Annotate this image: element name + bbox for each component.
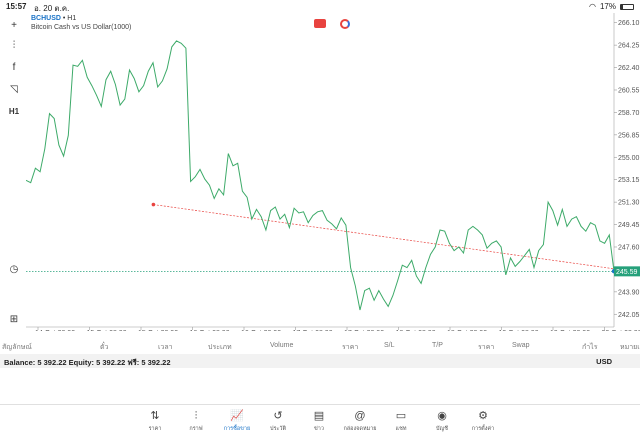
news-icon: ▤ xyxy=(313,410,325,422)
price-tick-label: 253.15 xyxy=(618,177,640,184)
chart-symbol: BCHUSD • H1 xyxy=(31,15,76,22)
chart-area[interactable]: BCHUSD • H1 Bitcoin Cash vs US Dollar(10… xyxy=(26,13,640,331)
time-tick-label: 15 Oct 20:00 xyxy=(138,330,178,331)
nav-accounts[interactable]: ◉ บัญชี xyxy=(425,409,459,433)
column-header[interactable]: ตั๋ว xyxy=(100,344,109,351)
column-header[interactable]: ราคา xyxy=(342,344,359,351)
price-tick-label: 262.40 xyxy=(618,65,640,72)
price-tick-label: 260.55 xyxy=(618,87,640,94)
time-tick-label: 17 Oct 08:00 xyxy=(293,330,333,331)
column-header[interactable]: สัญลักษณ์ xyxy=(2,344,32,351)
status-right: ◠ 17% xyxy=(589,2,634,11)
nav-label: บัญชี xyxy=(436,426,448,432)
trade-table-header: สัญลักษณ์ ตั๋ว เวลา ประเภท Volume ราคา S/L T/P ร… xyxy=(0,342,640,354)
battery-icon xyxy=(620,3,634,10)
time-tick-label: 17 Oct 20:00 xyxy=(344,330,384,331)
nav-label: แชท xyxy=(395,426,407,432)
balance-currency: USD xyxy=(596,357,612,366)
trade-icon: 📈 xyxy=(230,410,244,422)
wifi-icon: ◠ xyxy=(589,2,596,11)
nav-label: กราฟ xyxy=(189,426,203,432)
indicator-icon[interactable]: f xyxy=(12,61,16,73)
nav-label: การตั้งค่า xyxy=(471,426,495,432)
column-header[interactable]: กำไร xyxy=(582,344,598,351)
column-header[interactable]: เวลา xyxy=(158,344,173,351)
price-tick-label: 247.60 xyxy=(618,244,640,251)
history-icon: ↺ xyxy=(273,410,283,422)
time-tick-label: 20 Oct 08:00 xyxy=(602,330,640,331)
nav-chat[interactable]: ▭ แชท xyxy=(384,409,418,433)
price-tick-label: 255.00 xyxy=(618,155,640,162)
time-tick-label: 16 Oct 20:00 xyxy=(241,330,281,331)
nav-history[interactable]: ↺ ประวัติ xyxy=(261,409,295,433)
price-tick-label: 258.70 xyxy=(618,110,640,117)
chart-badges xyxy=(314,19,350,29)
time-tick-label: 16 Oct 08:00 xyxy=(190,330,230,331)
nav-label: ข่าว xyxy=(314,426,324,432)
time-tick-label: 14 Oct 20:00 xyxy=(35,330,75,331)
nav-label: กล่องจดหมาย xyxy=(343,426,377,432)
time-tick-label: 19 Oct 08:00 xyxy=(499,330,539,331)
chart-toolbar: + ⫶ f ◹ H1 ◷ ⊞ xyxy=(0,13,26,331)
trendline-start-handle[interactable] xyxy=(151,202,156,207)
nav-quotes[interactable]: ⇅ ราคา xyxy=(138,409,172,433)
price-chart[interactable]: 266.10 264.25 262.40 260.55 258.70 256.85 255.… xyxy=(26,13,640,331)
crosshair-icon[interactable]: + xyxy=(11,19,17,31)
accounts-icon: ◉ xyxy=(437,410,447,422)
symbol-code: BCHUSD xyxy=(31,15,61,22)
objects-icon[interactable]: ◹ xyxy=(10,83,18,95)
nav-mailbox[interactable]: @ กล่องจดหมาย xyxy=(343,409,377,433)
nav-chart[interactable]: ⫶ กราฟ xyxy=(179,409,213,433)
balance-bar: Balance: 5 392.22 Equity: 5 392.22 ฟรี: … xyxy=(0,354,640,368)
current-price-label: 245.59 xyxy=(616,269,638,276)
balance-text: Balance: 5 392.22 Equity: 5 392.22 ฟรี: … xyxy=(4,358,171,367)
price-series-line[interactable] xyxy=(26,40,615,311)
nav-news[interactable]: ▤ ข่าว xyxy=(302,409,336,433)
status-bar: 15:57 อ. 20 ต.ค. ◠ 17% xyxy=(0,0,640,13)
column-header[interactable]: Volume xyxy=(270,342,294,349)
bottom-navigation: ⇅ ราคา ⫶ กราฟ 📈 การซื้อขาย ↺ ประวัติ ▤ ข่าว @ กล่อง… xyxy=(0,404,640,447)
symbol-description: Bitcoin Cash vs US Dollar(1000) xyxy=(31,24,132,31)
nav-label: ราคา xyxy=(148,426,162,432)
battery-percent: 17% xyxy=(599,2,616,11)
price-tick-label: 264.25 xyxy=(618,43,640,50)
column-header[interactable]: Swap xyxy=(512,342,530,349)
column-header[interactable]: ราคา xyxy=(478,344,495,351)
column-header[interactable]: ประเภท xyxy=(208,344,232,351)
current-price-tag xyxy=(614,266,640,277)
price-tick-label: 256.85 xyxy=(618,132,640,139)
time-tick-label: 18 Oct 20:00 xyxy=(447,330,487,331)
nav-settings[interactable]: ⚙ การตั้งค่า xyxy=(466,409,500,433)
timeframe-icon[interactable]: H1 xyxy=(8,106,20,116)
quotes-icon: ⇅ xyxy=(150,410,160,422)
chat-icon: ▭ xyxy=(395,410,407,422)
chart-icon: ⫶ xyxy=(194,410,198,422)
price-tick-label: 251.30 xyxy=(618,200,640,207)
signal-icon[interactable] xyxy=(340,19,350,29)
candles-icon[interactable]: ⫶ xyxy=(12,39,16,51)
time-tick-label: 18 Oct 08:00 xyxy=(396,330,436,331)
column-header[interactable]: T/P xyxy=(432,342,443,349)
status-date: อ. 20 ต.ค. xyxy=(34,4,70,13)
price-tick-label: 266.10 xyxy=(618,20,640,27)
status-time: 15:57 xyxy=(6,2,27,11)
column-header[interactable]: หมายเหตุ xyxy=(620,344,640,351)
mailbox-icon: @ xyxy=(354,410,366,422)
history-icon[interactable]: ◷ xyxy=(9,263,19,275)
column-header[interactable]: S/L xyxy=(384,342,395,349)
symbol-timeframe: • H1 xyxy=(62,15,77,22)
nav-label: การซื้อขาย xyxy=(223,426,251,432)
nav-trade[interactable]: 📈 การซื้อขาย xyxy=(220,409,254,433)
trendline[interactable] xyxy=(153,204,615,270)
price-tick-label: 243.90 xyxy=(618,289,640,296)
price-tick-label: 242.05 xyxy=(618,312,640,319)
one-click-trading-icon[interactable] xyxy=(314,19,326,28)
time-tick-label: 19 Oct 20:00 xyxy=(550,330,590,331)
add-icon[interactable]: ⊞ xyxy=(9,313,19,325)
time-tick-label: 15 Oct 08:00 xyxy=(87,330,127,331)
price-tick-label: 249.45 xyxy=(618,222,640,229)
settings-icon: ⚙ xyxy=(478,410,488,422)
nav-label: ประวัติ xyxy=(269,426,287,432)
